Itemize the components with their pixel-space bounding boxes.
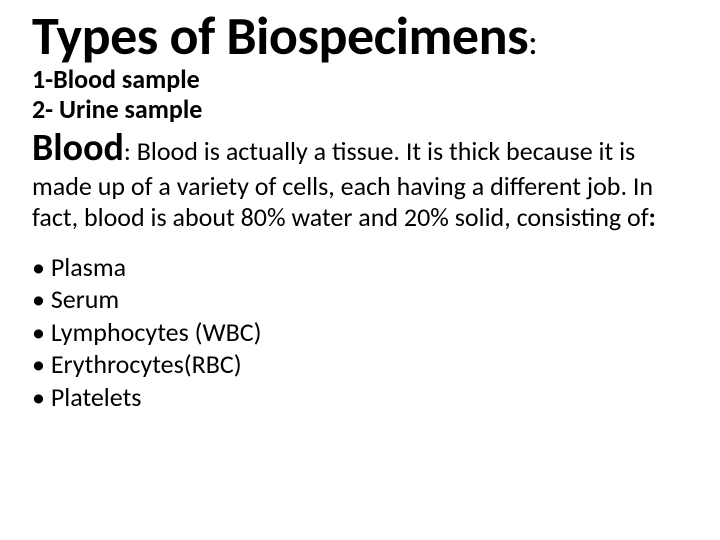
page-title: Types of Biospecimens:	[32, 8, 688, 65]
list-item: • Lymphocytes (WBC)	[32, 316, 688, 349]
subhead-1: 1-Blood sample	[32, 65, 688, 95]
list-item: • Serum	[32, 283, 688, 316]
list-item: • Erythrocytes(RBC)	[32, 348, 688, 381]
blood-paragraph: Blood: Blood is actually a tissue. It is…	[32, 126, 688, 232]
blood-colon: :	[124, 135, 137, 167]
title-colon: :	[528, 20, 537, 64]
subhead-2: 2- Urine sample	[32, 95, 688, 125]
blood-body-trailing-colon: :	[649, 201, 656, 233]
list-item: • Platelets	[32, 381, 688, 414]
blood-heading: Blood	[32, 125, 124, 171]
bullet-list: • Plasma • Serum • Lymphocytes (WBC) • E…	[32, 251, 688, 414]
list-item: • Plasma	[32, 251, 688, 284]
title-text: Types of Biospecimens	[32, 3, 528, 69]
